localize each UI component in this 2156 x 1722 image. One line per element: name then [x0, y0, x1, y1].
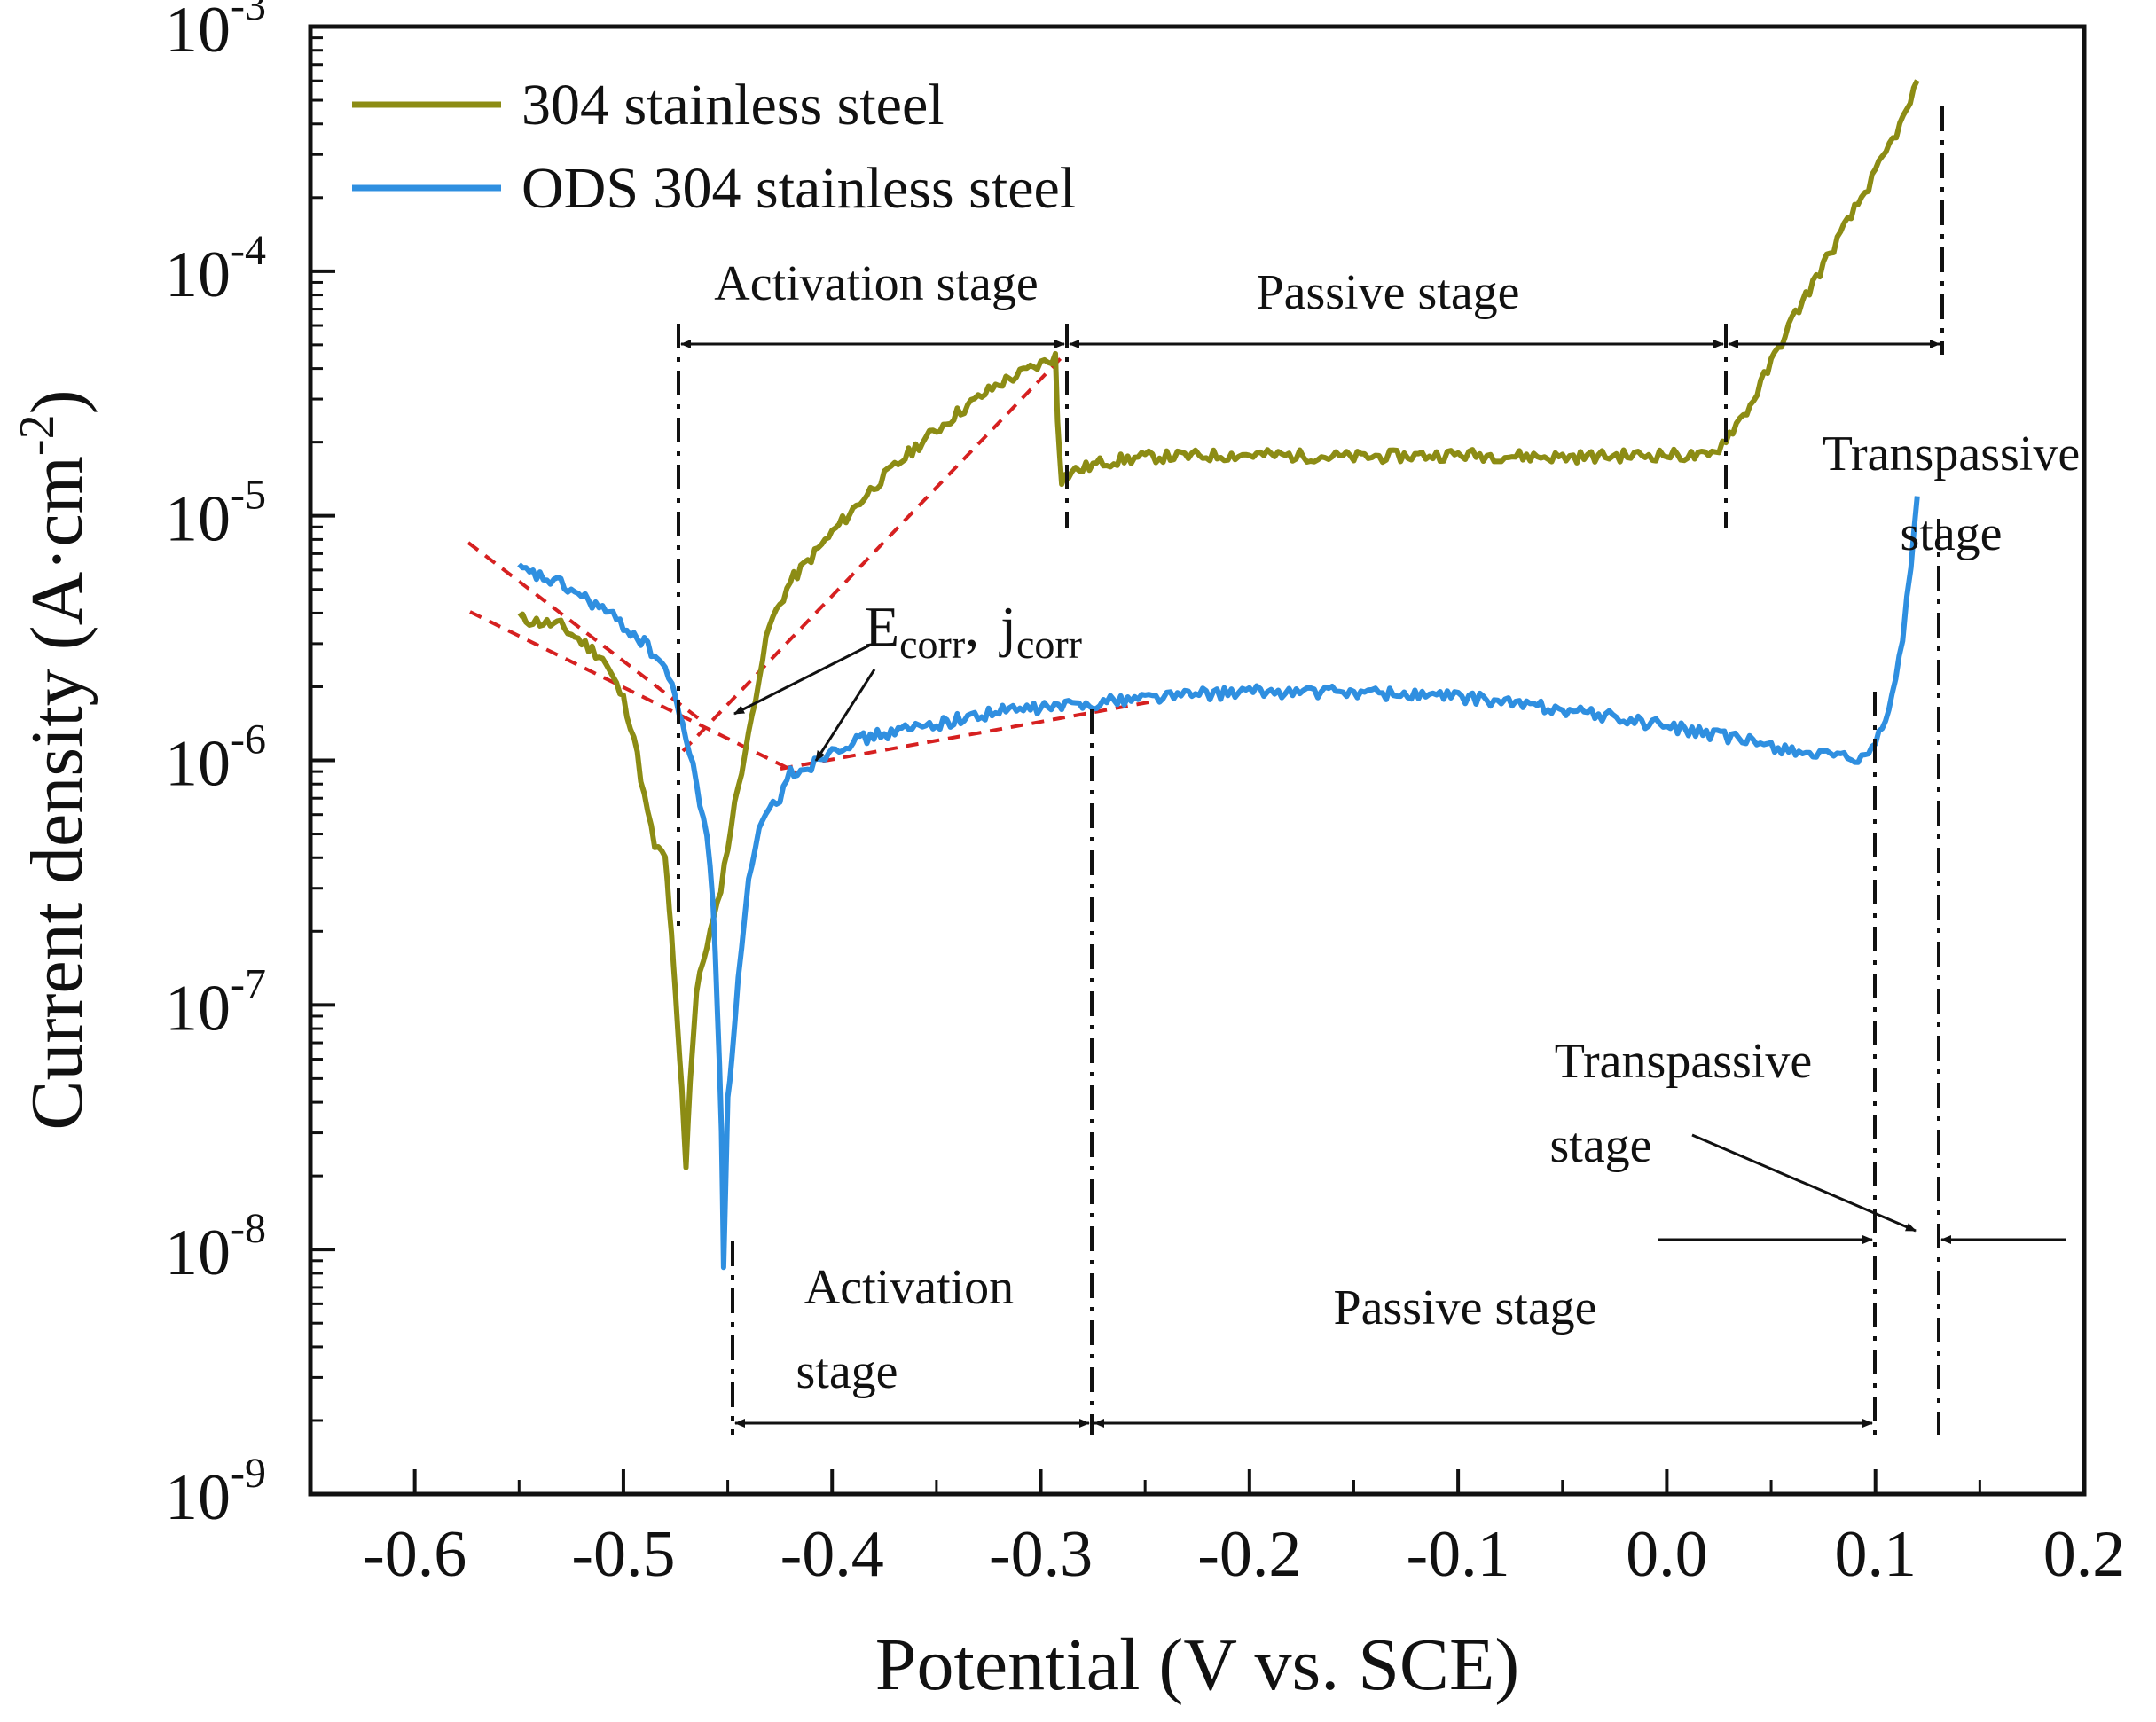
y-tick-label: 10-8: [165, 1205, 266, 1289]
x-tick-label: 0.0: [1626, 1518, 1708, 1591]
label-304-passive-stage: Passive stage: [1256, 265, 1519, 320]
stage-range-arrows: [680, 340, 2066, 1428]
x-axis-ticks: -0.6 -0.5 -0.4 -0.3 -0.2 -0.1 0.0 0.1 0.2: [309, 1469, 2126, 1591]
x-tick-label: -0.6: [363, 1518, 466, 1591]
x-tick-label: 0.1: [1834, 1518, 1917, 1591]
x-tick-label: -0.1: [1407, 1518, 1510, 1591]
label-304-transpassive-line2: stage: [1900, 506, 2002, 561]
label-304-transpassive-line1: Transpassive: [1823, 427, 2080, 481]
y-tick-label: 10-5: [165, 472, 266, 556]
stage-boundaries: [677, 106, 1944, 1435]
arrow-ecorr-304: [733, 644, 870, 716]
arrow-ods-transpassive-pointer: [1691, 1133, 1917, 1233]
legend-label-ods: ODS 304 stainless steel: [521, 156, 1076, 221]
y-tick-label: 10-3: [165, 0, 266, 67]
arrow-ecorr-ods: [814, 669, 876, 762]
x-tick-label: -0.4: [780, 1518, 884, 1591]
tafel-fit-lines: [466, 355, 1149, 775]
y-tick-label: 10-6: [165, 716, 266, 801]
y-axis-title: Current density (A·cm-2): [10, 389, 98, 1130]
x-tick-label: -0.3: [989, 1518, 1093, 1591]
y-tick-label: 10-4: [165, 227, 266, 311]
y-tick-label: 10-7: [165, 960, 266, 1045]
label-ods-transpassive-line2: stage: [1549, 1118, 1651, 1173]
label-ods-activation-line1: Activation: [804, 1260, 1014, 1315]
tafel-fit-304-cathodic: [466, 541, 702, 722]
label-304-activation-stage: Activation stage: [714, 256, 1038, 311]
x-tick-label: 0.2: [2043, 1518, 2126, 1591]
x-axis-title: Potential (V vs. SCE): [875, 1624, 1519, 1706]
y-tick-label: 10-9: [165, 1450, 266, 1534]
label-ods-activation-line2: stage: [796, 1344, 898, 1399]
legend-label-304: 304 stainless steel: [521, 73, 945, 137]
series-line-304: [517, 79, 1920, 1170]
x-tick-label: -0.5: [571, 1518, 675, 1591]
y-axis-ticks: 10-9 10-8 10-7 10-6 10-5 10-4 10-3: [165, 0, 335, 1534]
tafel-fit-ods-cathodic: [469, 610, 799, 775]
label-ods-passive-stage: Passive stage: [1333, 1280, 1596, 1335]
label-ods-transpassive-line1: Transpassive: [1555, 1034, 1812, 1089]
label-ecorr-jcorr: Ecorr, jcorr: [865, 595, 1082, 667]
series-line-ods: [517, 496, 1920, 1271]
legend: 304 stainless steel ODS 304 stainless st…: [352, 73, 1076, 221]
tafel-fit-304-anodic: [681, 355, 1064, 753]
x-tick-label: -0.2: [1197, 1518, 1301, 1591]
plot-frame: [308, 24, 2087, 1497]
series-layer: [517, 79, 1920, 1271]
